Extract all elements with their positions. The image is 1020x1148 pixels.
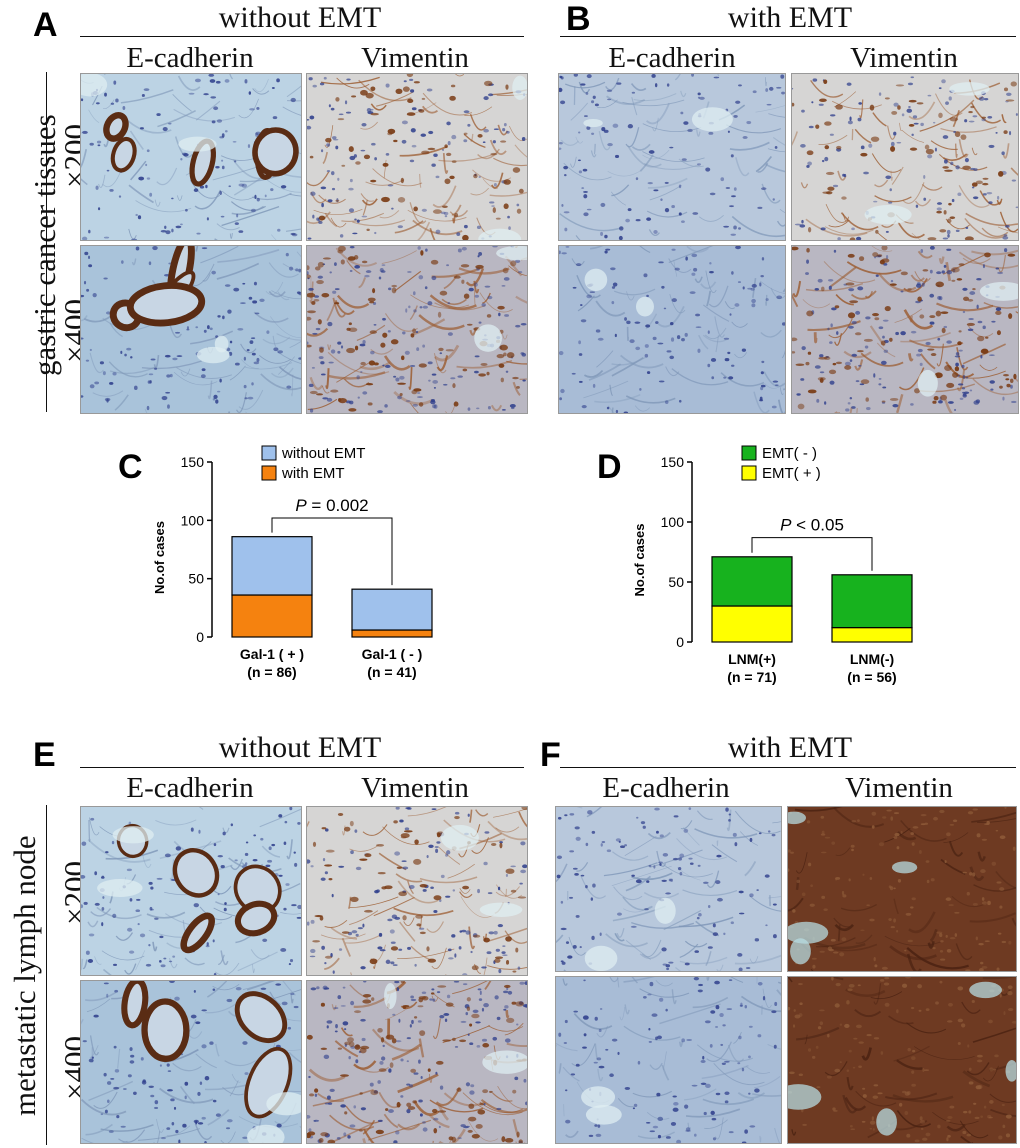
panel-f-title: with EMT [727,731,853,764]
legend-label-1: with EMT [281,465,345,482]
legend-label-0: without EMT [281,445,365,462]
significance-bracket [751,537,873,571]
panel-label-c: C [118,448,143,486]
micrograph-b-vimentin-x400 [791,245,1019,414]
legend-label-0: EMT( - ) [762,445,817,462]
panel-label-f: F [540,736,561,774]
micrograph-e-ecadherin-x200 [80,806,302,976]
panel-b-title-rule [560,36,1016,37]
bar-gal1-series-1 [231,536,313,596]
panel-a-col-vimentin: Vimentin [361,42,469,74]
micrograph-b-vimentin-x200 [791,73,1019,241]
panel-e-title-rule [80,767,524,768]
x-tick-n-label-0: (n = 86) [247,664,296,680]
y-tick-label-100: 100 [181,512,205,528]
panel-f-col-vimentin: Vimentin [845,772,953,804]
panel-a-title: without EMT [218,1,382,34]
panel-label-d: D [597,448,622,486]
legend-swatch-1 [261,465,277,481]
micrograph-f-ecadherin-x200 [555,806,782,972]
micrograph-b-ecadherin-x200 [558,73,786,241]
panel-label-a: A [33,6,58,44]
y-tick-label-50: 50 [668,574,684,590]
y-tick-label-150: 150 [661,454,685,470]
p-value-annotation: P = 0.002 [295,496,368,515]
micrograph-e-vimentin-x200 [306,806,528,976]
y-tick-label-0: 0 [196,629,204,645]
bar-gal1-series-0 [351,629,433,638]
panel-label-e: E [33,736,56,774]
y-axis-label: No.of cases [632,524,647,597]
panel-b-title: with EMT [727,1,853,34]
bar-gal1-series-1 [351,588,433,631]
legend-label-1: EMT( + ) [762,465,821,482]
micrograph-e-ecadherin-x400 [80,980,302,1144]
x-tick-label-0: LNM(+) [728,651,776,667]
row-bracket-bottom [46,805,47,1145]
x-tick-label-1: Gal-1 ( - ) [362,646,423,662]
significance-bracket [271,517,393,586]
bar-lnm-series-0 [711,605,793,643]
micrograph-a-vimentin-x200 [306,73,528,241]
panel-b-col-ecadherin: E-cadherin [608,42,736,74]
chart-c-svg: 0 50 100 150 No.of cases Gal-1 ( + ) (n = 86) G… [152,445,433,680]
chart-c: 0 50 100 150 No.of cases Gal-1 ( + ) (n = 86) G… [140,440,440,700]
y-axis-label: No.of cases [152,521,167,594]
y-tick-label-50: 50 [188,571,204,587]
micrograph-a-ecadherin-x400 [80,245,302,414]
legend-swatch-1 [741,465,757,481]
chart-d: 0 50 100 150 No.of cases LNM(+) (n = 71) LNM(-)… [620,440,920,710]
panel-a-col-ecadherin: E-cadherin [126,42,254,74]
panel-f-col-ecadherin: E-cadherin [602,772,730,804]
row-label-metastatic-lymph-node: metastatic lymph node [7,835,42,1116]
y-tick-label-0: 0 [676,634,684,650]
micrograph-e-vimentin-x400 [306,980,528,1144]
micrograph-b-ecadherin-x400 [558,245,786,414]
bar-lnm-series-1 [831,574,913,629]
x-tick-label-0: Gal-1 ( + ) [240,646,304,662]
y-tick-label-150: 150 [181,454,205,470]
x-tick-n-label-0: (n = 71) [727,669,776,685]
bar-lnm-series-0 [831,627,913,643]
panel-f-title-rule [560,767,1016,768]
panel-e-title: without EMT [218,731,382,764]
panel-e-col-ecadherin: E-cadherin [126,772,254,804]
legend-swatch-0 [741,445,757,461]
p-value-annotation: P < 0.05 [780,516,844,535]
panel-e-col-vimentin: Vimentin [361,772,469,804]
micrograph-a-vimentin-x400 [306,245,528,414]
legend-swatch-0 [261,445,277,461]
micrograph-f-vimentin-x400 [787,976,1017,1144]
panel-label-b: B [566,0,591,38]
panel-a-title-rule [80,36,524,37]
bar-lnm-series-1 [711,556,793,607]
panel-b-col-vimentin: Vimentin [850,42,958,74]
micrograph-a-ecadherin-x200 [80,73,302,241]
y-tick-label-100: 100 [661,514,685,530]
x-tick-n-label-1: (n = 41) [367,664,416,680]
micrograph-f-ecadherin-x400 [555,976,782,1144]
x-tick-label-1: LNM(-) [850,651,894,667]
chart-d-svg: 0 50 100 150 No.of cases LNM(+) (n = 71) LNM(-)… [632,445,913,685]
bar-gal1-series-0 [231,594,313,638]
x-tick-n-label-1: (n = 56) [847,669,896,685]
row-bracket-top [46,72,47,412]
micrograph-f-vimentin-x200 [787,806,1017,972]
